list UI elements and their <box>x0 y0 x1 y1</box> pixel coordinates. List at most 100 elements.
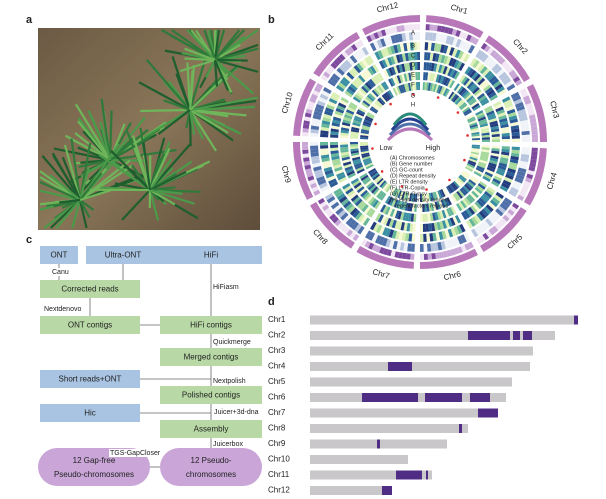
heat-cell <box>471 144 480 148</box>
heat-cell <box>423 233 427 242</box>
heat-cell <box>435 232 441 241</box>
heat-cell <box>373 75 380 84</box>
heat-cell <box>380 82 388 91</box>
heat-cell <box>514 177 524 184</box>
heat-cell <box>333 59 341 67</box>
heat-cell <box>302 153 310 158</box>
heat-cell <box>353 162 363 168</box>
heat-cell <box>480 153 489 158</box>
heat-cell <box>374 189 382 197</box>
flow-node <box>40 404 140 422</box>
y-tick-label: Chr1 <box>268 315 286 324</box>
heat-cell <box>361 102 370 109</box>
y-tick-label: Chr12 <box>268 486 290 495</box>
heat-cell <box>390 35 397 44</box>
heat-cell <box>356 186 365 194</box>
heat-cell <box>463 77 470 86</box>
heat-cell <box>509 118 518 124</box>
heat-cell <box>361 125 371 129</box>
heat-cell <box>531 134 538 139</box>
heat-cell <box>439 210 444 220</box>
heat-cell <box>457 85 464 94</box>
heat-cell <box>457 50 465 60</box>
heat-cell <box>412 72 416 81</box>
heat-cell <box>439 221 445 230</box>
heat-cell <box>316 100 326 107</box>
heat-cell <box>401 73 406 83</box>
leaf <box>186 29 216 61</box>
track-letter: E <box>411 73 415 79</box>
heat-cell <box>339 79 349 87</box>
heat-cell <box>380 29 387 37</box>
heat-cell <box>455 30 461 37</box>
chromosome-label: Chr6 <box>443 269 463 282</box>
heat-cell <box>444 66 451 76</box>
leaf <box>149 170 187 191</box>
heat-cell <box>518 191 526 198</box>
heat-cell <box>416 24 420 31</box>
heat-cell <box>311 118 321 124</box>
heat-cell <box>455 38 462 48</box>
heat-cell <box>497 205 506 214</box>
heat-cell <box>352 52 361 62</box>
heat-cell <box>423 253 428 260</box>
heat-cell <box>411 82 415 91</box>
heat-cell <box>510 155 519 161</box>
heat-cell <box>465 182 474 190</box>
heat-cell <box>391 230 397 239</box>
heat-cell <box>476 93 485 100</box>
heat-cell <box>457 246 463 254</box>
heat-cell <box>420 233 424 242</box>
heat-cell <box>479 222 488 232</box>
heat-cell <box>356 62 364 72</box>
heat-cell <box>453 237 460 246</box>
heat-cell <box>345 187 354 195</box>
heat-cell <box>459 223 466 233</box>
heat-cell <box>408 72 412 81</box>
heat-cell <box>449 80 455 89</box>
heat-cell <box>355 76 364 85</box>
heat-cell <box>348 69 357 78</box>
y-tick-label: Chr5 <box>268 377 286 386</box>
heat-cell <box>504 102 514 109</box>
heat-cell <box>440 26 446 33</box>
heat-cell <box>485 218 494 227</box>
heat-cell <box>446 197 452 206</box>
heat-cell <box>311 186 319 193</box>
chromosome-bar <box>310 377 512 387</box>
heat-cell <box>408 193 413 202</box>
heat-cell <box>397 190 402 199</box>
heat-cell <box>425 72 429 81</box>
heat-cell <box>410 193 414 202</box>
heat-cell <box>436 211 442 220</box>
heat-cell <box>479 234 486 243</box>
heat-cell <box>521 134 530 139</box>
heat-cell <box>467 194 476 202</box>
leaf <box>213 59 219 87</box>
heat-cell <box>448 47 455 56</box>
chromosome-bar <box>310 470 432 480</box>
heat-cell <box>456 191 463 199</box>
heat-cell <box>461 76 468 85</box>
leaf <box>189 108 247 117</box>
heat-cell <box>376 39 383 49</box>
heat-cell <box>479 79 488 88</box>
heat-cell <box>364 82 373 90</box>
heat-cell <box>387 196 393 205</box>
heat-cell <box>501 151 510 156</box>
heat-cell <box>416 42 420 51</box>
heat-cell <box>373 175 382 182</box>
heat-cell <box>340 132 349 136</box>
heat-cell <box>471 149 480 154</box>
heat-cell <box>357 109 366 115</box>
heat-cell <box>375 74 382 83</box>
heat-cell <box>416 52 420 61</box>
heat-cell <box>402 84 407 93</box>
heat-cell <box>390 187 396 195</box>
flow-node <box>40 246 78 264</box>
heat-cell <box>410 243 415 252</box>
heat-cell <box>501 135 510 140</box>
heat-cell <box>432 53 437 62</box>
heat-cell <box>467 97 476 105</box>
heat-cell <box>358 107 367 113</box>
